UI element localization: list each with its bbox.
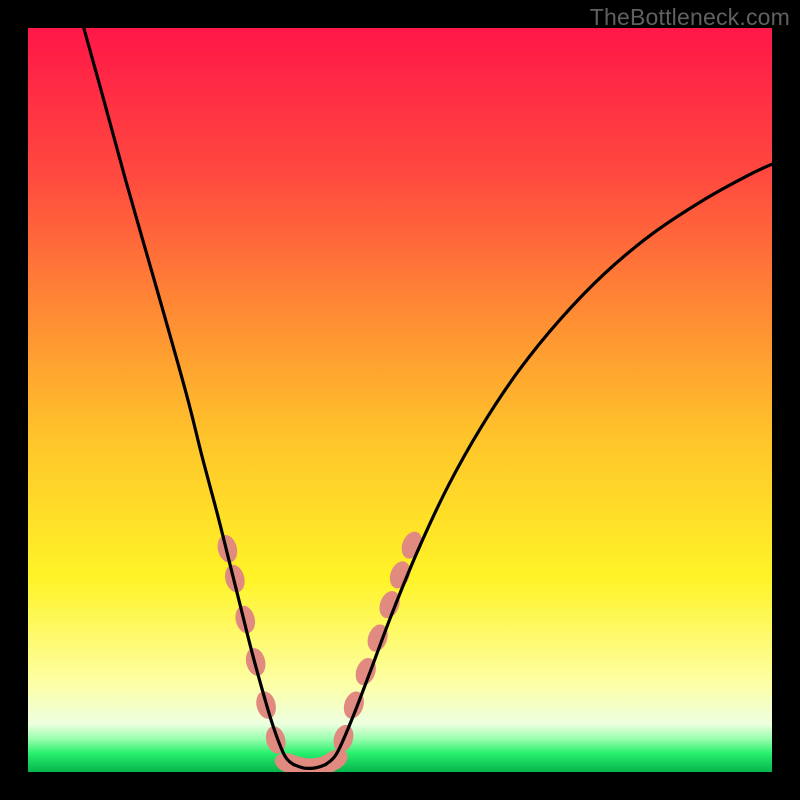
gradient-panel: [28, 28, 772, 772]
figure-root: TheBottleneck.com: [0, 0, 800, 800]
chart-svg: [0, 0, 800, 800]
watermark-text: TheBottleneck.com: [590, 4, 790, 31]
